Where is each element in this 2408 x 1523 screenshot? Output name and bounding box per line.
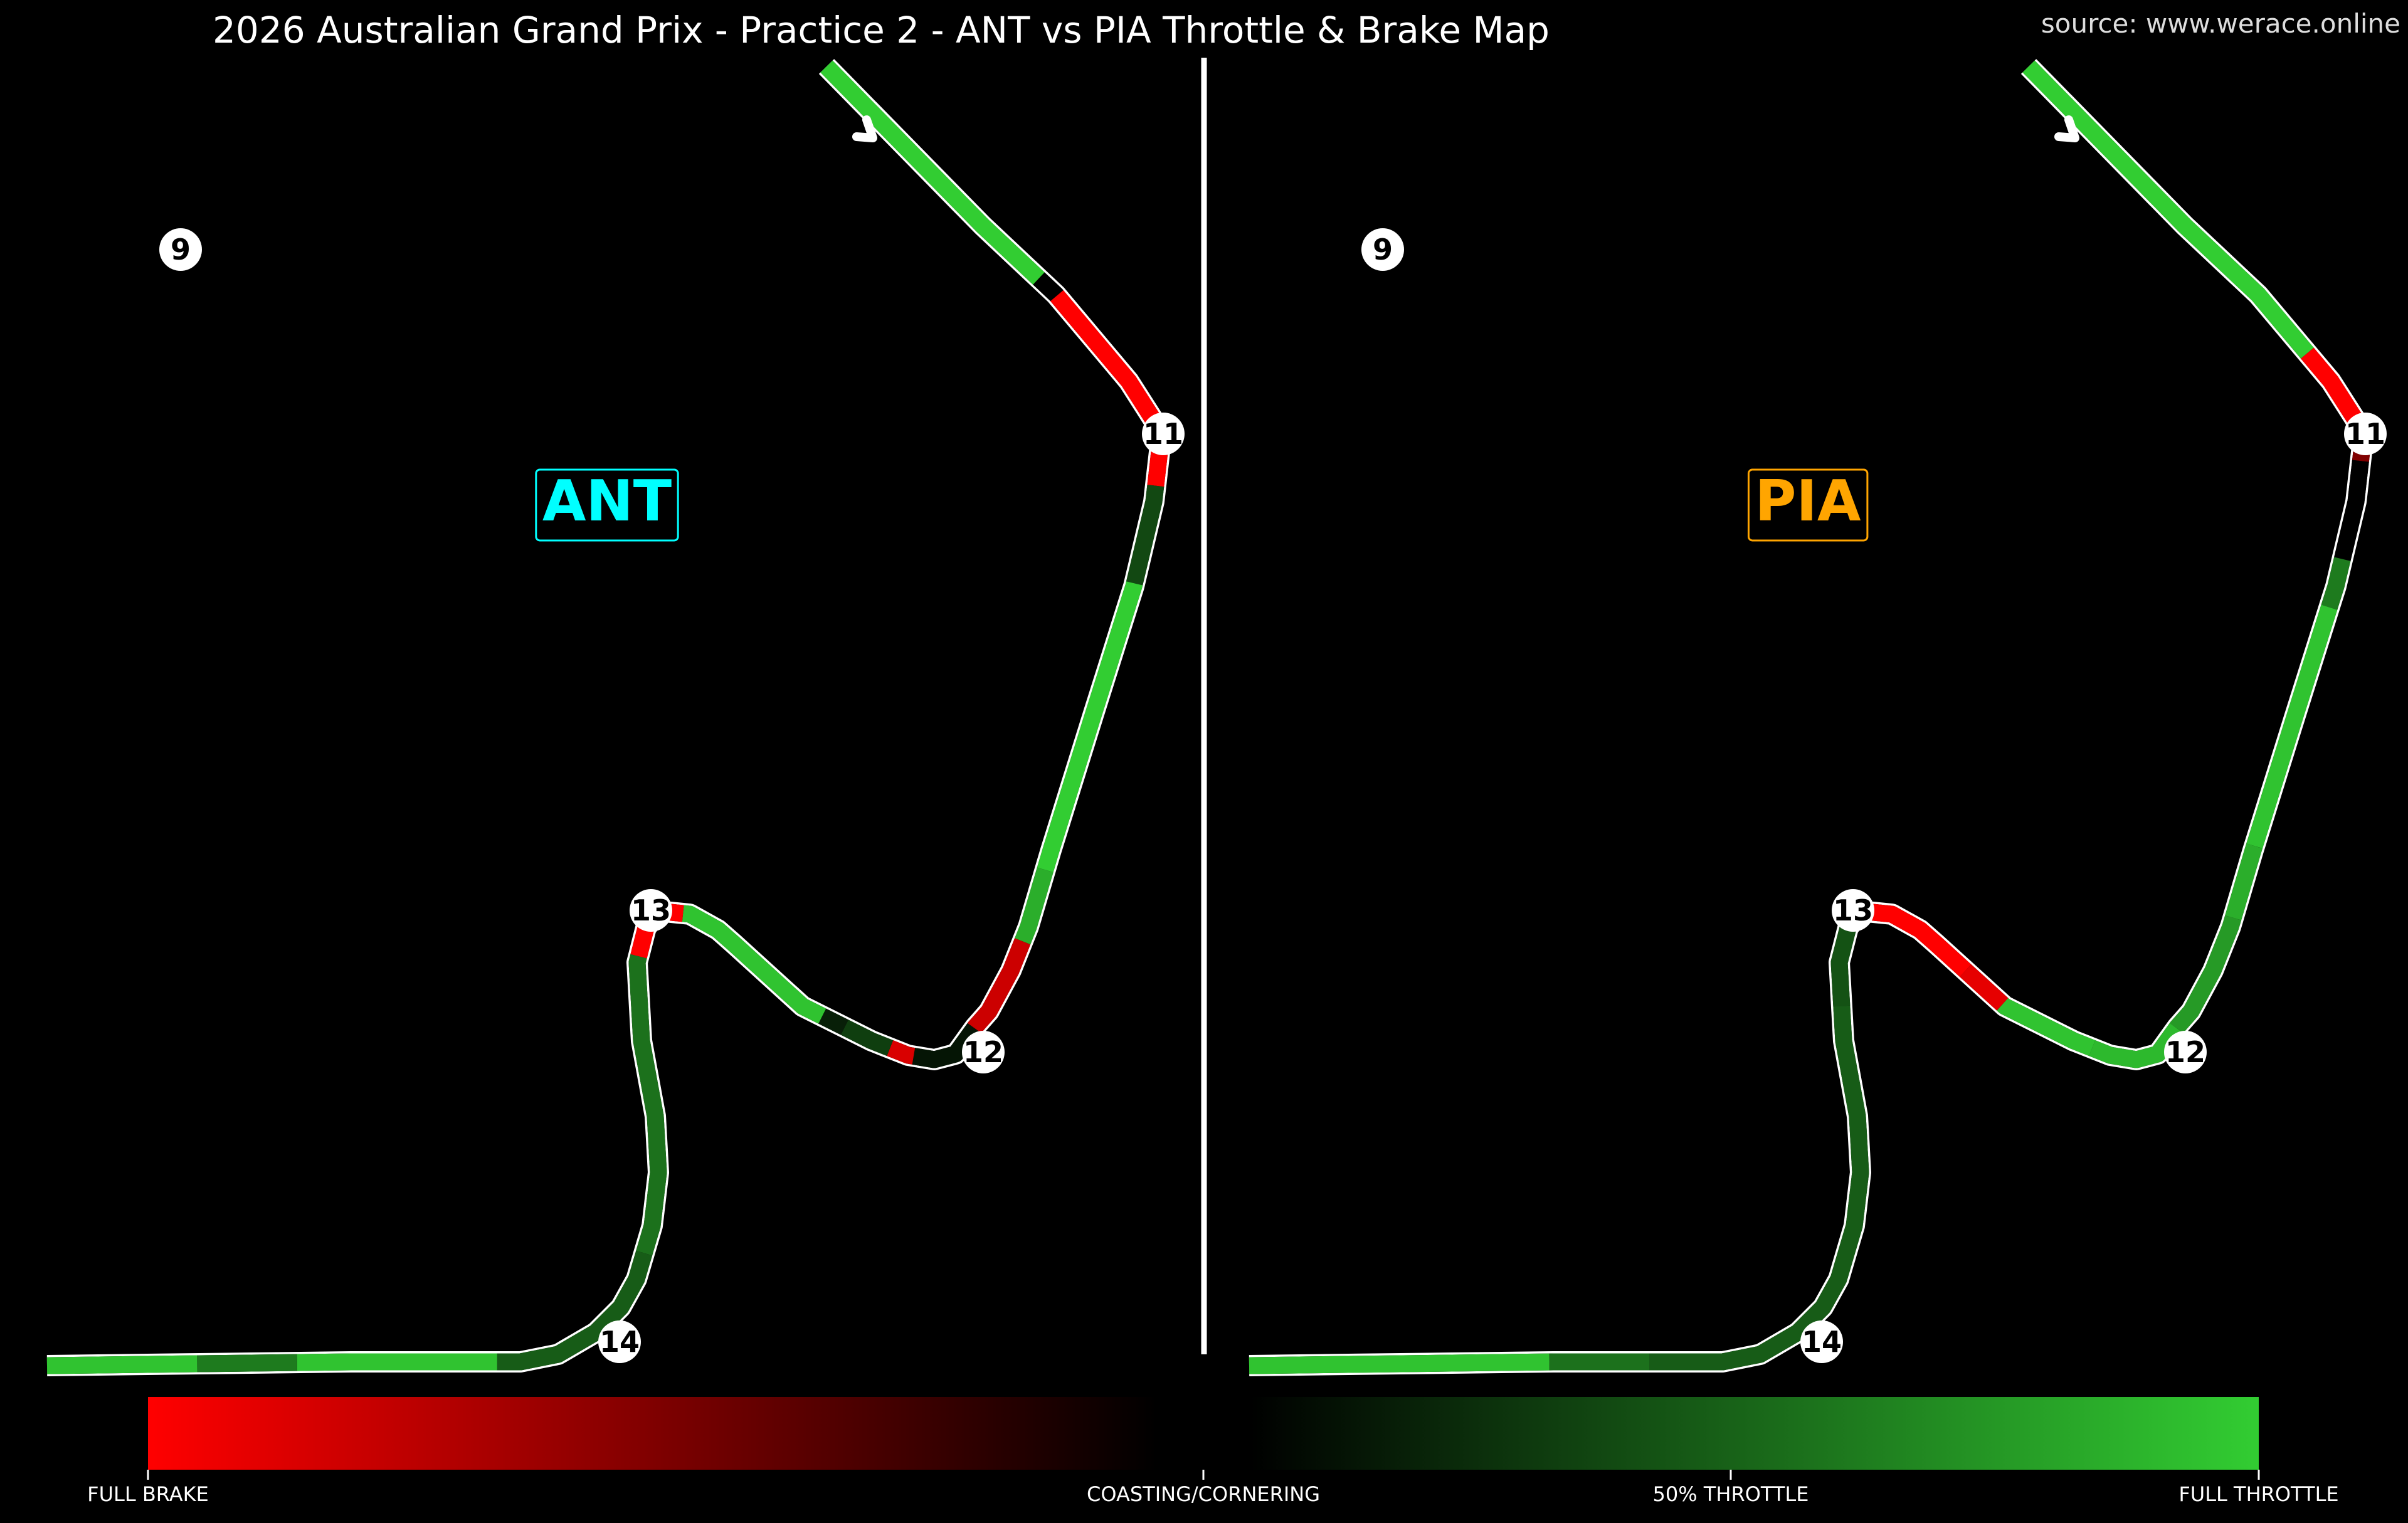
driver-label: ANT [542,468,672,534]
track-segment-16 [197,1354,297,1373]
track-segment-15 [1249,1353,1550,1374]
corner-label: 13 [1833,893,1873,927]
track-segment-8 [2089,1023,2184,1068]
colorbar-label-full-brake: FULL BRAKE [87,1482,209,1506]
track-segment-5 [2246,604,2338,849]
track-segment-10 [1960,964,2009,1011]
colorbar-ticks [147,1470,2260,1480]
track-segment-13 [628,954,667,1256]
direction-arrow-icon [2054,115,2079,142]
track-segment-13 [1649,1005,1869,1371]
track-segment-9 [1996,998,2096,1057]
track-segment-0 [820,60,1045,285]
track-segment-7 [2168,915,2242,1036]
colorbar-label-full-throttle: FULL THROTTLE [2178,1482,2338,1506]
driver-label-box [1747,468,1869,542]
corner-label: 12 [2165,1035,2205,1069]
track-segment-3 [2334,460,2369,561]
track-segment-3 [1126,485,1164,586]
colorbar-label-coasting: COASTING/CORNERING [1087,1482,1320,1506]
track-segment-14 [497,1250,653,1371]
corner-marker [1800,1320,1843,1363]
track-segment-4 [2321,557,2351,610]
track-segment-11 [681,905,826,1024]
panel-ant: 9 11 12 13 14 ANT [46,59,1185,1376]
track-segment-6 [966,938,1031,1036]
track-segment-6 [2225,841,2263,920]
corner-marker [962,1031,1005,1073]
corner-label: 11 [2345,417,2385,451]
corner-marker [1361,228,1404,271]
corner-marker [1832,889,1874,932]
panel-pia: 9 11 12 13 14 PIA [1249,59,2387,1376]
corner-marker [159,228,202,271]
track-segment-1 [1033,272,1065,303]
track-segment-8 [887,1040,917,1065]
track-segment-5 [1015,867,1054,945]
corner-label: 14 [599,1325,640,1359]
track-segment-0 [2022,60,2314,359]
corner-label: 11 [1143,417,1183,451]
corner-label: 9 [1373,233,1393,266]
corner-label: 13 [631,893,671,927]
driver-label: PIA [1755,468,1861,534]
corner-label: 9 [171,233,191,266]
track-segment-17 [46,1355,198,1374]
colorbar: FULL BRAKE COASTING/CORNERING 50% THROTT… [87,1397,2339,1506]
track-segment-9 [840,1020,894,1057]
corner-marker [2344,413,2387,455]
track-segment-7 [912,1023,981,1068]
track-segment-10 [818,1008,848,1035]
chart-title: 2026 Australian Grand Prix - Practice 2 … [213,9,1550,51]
track-segment-4 [1037,577,1143,873]
colorbar-label-50-throttle: 50% THROTTLE [1653,1482,1809,1506]
corner-label: 14 [1802,1325,1842,1359]
driver-label-box [535,468,679,542]
corner-label: 12 [963,1035,1003,1069]
corner-marker [630,889,672,932]
source-label: source: www.werace.online [2041,8,2400,39]
direction-arrow-icon [852,115,877,142]
colorbar-gradient [148,1397,2259,1470]
corner-marker [1142,413,1185,455]
corner-marker [2164,1031,2207,1073]
corner-marker [598,1320,641,1363]
